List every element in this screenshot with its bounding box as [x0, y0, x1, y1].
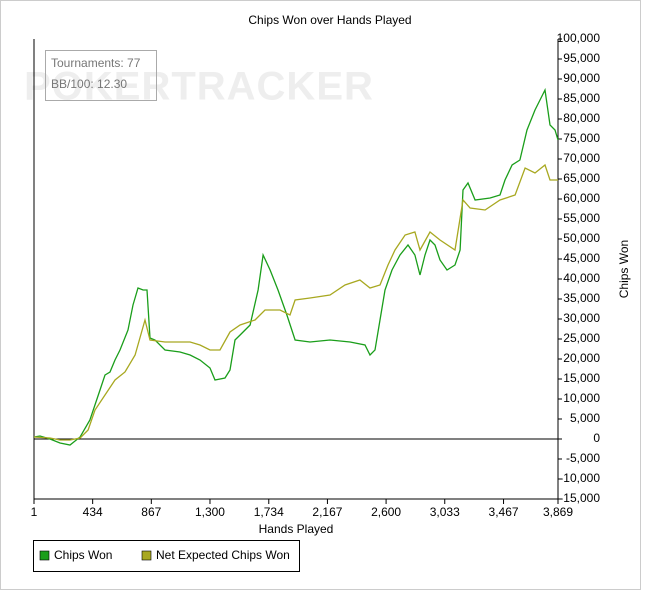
- x-tick-label: 1: [31, 505, 38, 519]
- y-tick-label: 25,000: [563, 331, 600, 345]
- x-tick-label: 3,467: [489, 505, 519, 519]
- y-tick-label: 90,000: [563, 71, 600, 85]
- y-tick-label: 0: [593, 431, 600, 445]
- y-tick-label: 20,000: [563, 351, 600, 365]
- series-line: [33, 163, 558, 441]
- y-tick-label: 30,000: [563, 311, 600, 325]
- y-tick-label: 95,000: [563, 51, 600, 65]
- y-tick-label: 45,000: [563, 251, 600, 265]
- legend-label: Chips Won: [54, 548, 112, 562]
- series-line: [33, 87, 559, 446]
- y-tick-label: 55,000: [563, 211, 600, 225]
- legend-swatch: [141, 550, 152, 561]
- x-tick-label: 2,600: [371, 505, 401, 519]
- x-tick-label: 2,167: [312, 505, 342, 519]
- y-tick-label: -15,000: [559, 491, 600, 505]
- y-tick-label: 60,000: [563, 191, 600, 205]
- x-axis-label: Hands Played: [259, 522, 334, 536]
- y-tick-label: 50,000: [563, 231, 600, 245]
- y-tick-label: 10,000: [563, 391, 600, 405]
- y-tick-label: 40,000: [563, 271, 600, 285]
- y-axis-label: Chips Won: [617, 240, 631, 298]
- y-tick-label: -10,000: [559, 471, 600, 485]
- info-text: Tournaments: 77: [51, 56, 141, 70]
- chart-title: Chips Won over Hands Played: [248, 13, 411, 27]
- y-tick-label: 15,000: [563, 371, 600, 385]
- watermark: POKERTRACKER: [24, 65, 374, 109]
- legend-label: Net Expected Chips Won: [156, 548, 290, 562]
- x-tick-label: 1,734: [254, 505, 284, 519]
- y-tick-label: 65,000: [563, 171, 600, 185]
- y-tick-label: 70,000: [563, 151, 600, 165]
- info-frame: [45, 50, 157, 101]
- y-tick-label: 100,000: [557, 31, 601, 45]
- x-tick-label: 1,300: [195, 505, 225, 519]
- info-text: BB/100: 12.30: [51, 77, 127, 91]
- legend-swatch: [39, 550, 50, 561]
- x-tick-label: 434: [83, 505, 103, 519]
- x-tick-label: 867: [141, 505, 161, 519]
- y-tick-label: 5,000: [570, 411, 600, 425]
- y-tick-label: -5,000: [566, 451, 600, 465]
- x-tick-label: 3,869: [543, 505, 573, 519]
- y-tick-label: 80,000: [563, 111, 600, 125]
- info-box: Tournaments: 77 BB/100: 12.30: [45, 50, 157, 101]
- y-tick-label: 85,000: [563, 91, 600, 105]
- y-tick-label: 35,000: [563, 291, 600, 305]
- legend: [33, 540, 300, 572]
- y-tick-label: 75,000: [563, 131, 600, 145]
- x-tick-label: 3,033: [430, 505, 460, 519]
